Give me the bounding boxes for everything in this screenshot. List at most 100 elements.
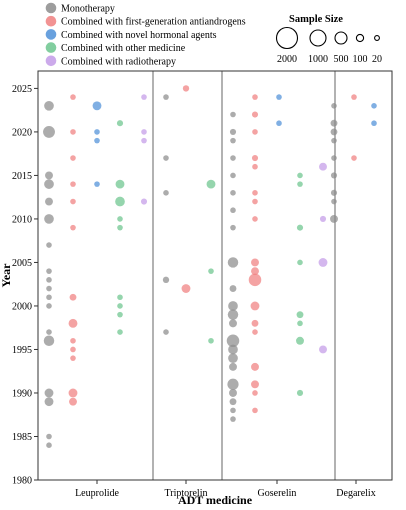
size-legend-label: 500 (334, 54, 349, 65)
size-legend-title: Sample Size (289, 14, 343, 25)
bubble-point (140, 198, 148, 205)
bubble-point (46, 285, 52, 292)
bubble-point (331, 103, 337, 109)
bubble-point (319, 345, 327, 354)
bubble-point (229, 389, 237, 397)
bubble-point (46, 433, 52, 440)
bubble-point (116, 120, 124, 127)
bubble-point (297, 259, 303, 266)
y-tick-label: 1990 (12, 388, 32, 399)
bubble-point (252, 190, 258, 196)
bubble-point (46, 277, 52, 283)
bubble-point (252, 198, 258, 205)
bubble-point (69, 397, 77, 406)
bubble-point (251, 154, 259, 162)
bubble-point (163, 94, 169, 100)
x-tick-label: Degarelix (336, 488, 375, 499)
bubble-point (252, 390, 258, 396)
bubble-point (248, 273, 262, 287)
bubble-point (141, 129, 147, 135)
bubble-point (46, 268, 52, 274)
y-tick-label: 1980 (12, 476, 32, 487)
bubble-point (229, 319, 237, 328)
bubble-point (331, 155, 337, 161)
bubble-point (70, 224, 76, 231)
y-tick-label: 2000 (12, 301, 32, 312)
bubble-point (117, 311, 123, 318)
bubble-point (230, 224, 236, 231)
bubble-point (319, 215, 327, 223)
y-tick-label: 1995 (12, 345, 32, 356)
size-legend-label: 2000 (277, 54, 297, 65)
bubble-point (296, 311, 304, 319)
y-axis: 1980 1985 1990 1995 2000 2005 2010 2015 2020 2025 (12, 84, 38, 487)
bubble-point (226, 334, 240, 348)
bubble-point (229, 128, 237, 135)
size-legend-circle (374, 35, 380, 41)
bubble-point (351, 155, 357, 161)
bubble-point (45, 171, 53, 180)
bubble-point (229, 285, 237, 292)
legend-label: Combined with first-generation antiandro… (61, 17, 246, 28)
legend-label: Combined with radiotherapy (61, 56, 176, 67)
y-tick-label: 2020 (12, 127, 32, 138)
bubble-point (351, 94, 357, 100)
size-legend-circle (334, 31, 348, 45)
legend-marker (45, 29, 57, 40)
bubble-point (229, 362, 237, 371)
bubble-point (70, 337, 76, 344)
legend-marker (45, 2, 57, 14)
bubble-point (319, 162, 327, 171)
bubble-point (44, 179, 54, 189)
bubble-point (296, 389, 304, 397)
bubble-point (227, 309, 239, 320)
bubble-point (250, 301, 260, 311)
bubble-point (141, 137, 147, 144)
bubble-point (251, 267, 259, 276)
x-axis-label: ADT medicine (178, 493, 253, 507)
bubble-point (252, 216, 258, 222)
bubble-marks (43, 85, 377, 448)
bubble-point (297, 320, 303, 327)
y-axis-label: Year (0, 263, 13, 288)
legend-label: Combined with novel hormonal agents (61, 30, 217, 41)
bubble-point (228, 353, 238, 364)
bubble-point (228, 301, 238, 311)
bubble-point (44, 388, 54, 398)
bubble-point (331, 198, 337, 205)
bubble-point (44, 397, 54, 407)
bubble-point (230, 190, 236, 196)
bubble-point (251, 258, 259, 267)
y-tick-label: 1985 (12, 432, 32, 443)
bubble-point (43, 125, 55, 138)
bubble-point (251, 380, 259, 389)
bubble-point (206, 179, 216, 189)
bubble-point (70, 155, 76, 161)
bubble-point (230, 207, 236, 214)
bubble-point (70, 198, 76, 205)
bubble-point (45, 197, 53, 206)
bubble-point (230, 137, 236, 144)
bubble-point (46, 442, 52, 448)
bubble-point (46, 294, 52, 301)
bubble-point (68, 388, 78, 398)
bubble-point (94, 129, 100, 135)
bubble-point (227, 378, 239, 390)
bubble-point (68, 318, 78, 328)
size-legend-circle (355, 33, 365, 43)
bubble-point (331, 137, 337, 144)
bubble-point (330, 128, 338, 136)
bubble-point (43, 335, 55, 347)
bubble-point (44, 214, 54, 224)
legend-label: Monotherapy (61, 4, 115, 15)
bubble-point (252, 163, 258, 170)
bubble-point (330, 189, 338, 196)
bubble-point (296, 336, 304, 345)
bubble-point (371, 103, 377, 109)
size-legend-circle (309, 29, 327, 47)
bubble-point (163, 329, 169, 335)
bubble-point (92, 101, 102, 111)
bubble-point (227, 257, 239, 268)
bubble-point (163, 155, 169, 161)
